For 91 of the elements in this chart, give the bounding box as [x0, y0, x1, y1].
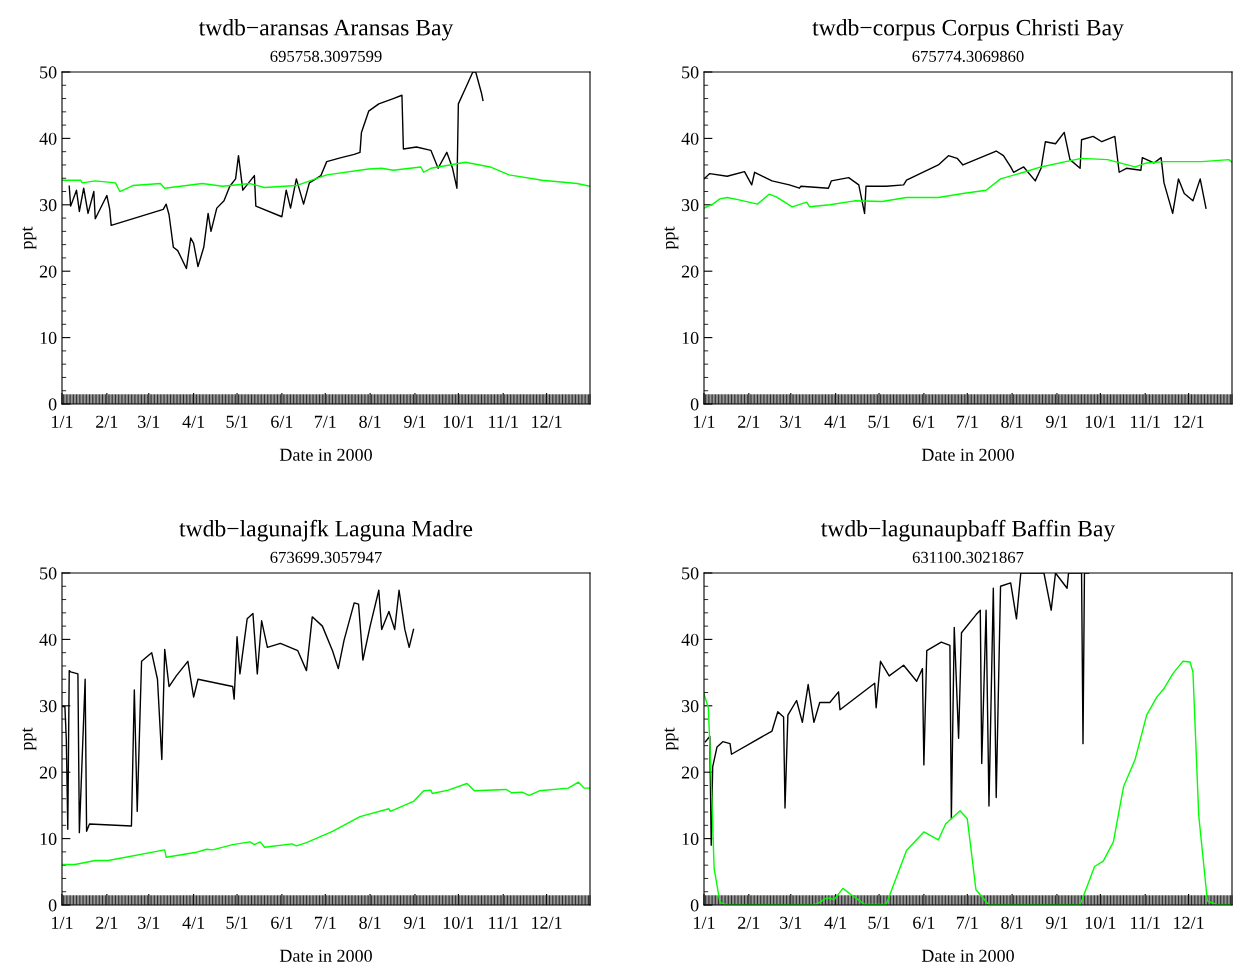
x-tick-label: 4/1 — [182, 415, 205, 428]
y-tick-label: 20 — [681, 265, 699, 278]
line-series — [62, 161, 590, 193]
y-tick-label: 50 — [40, 567, 57, 580]
x-tick-label: 10/1 — [443, 916, 474, 929]
x-tick-label: 8/1 — [1001, 916, 1023, 929]
x-tick-label: 11/1 — [489, 415, 518, 428]
x-tick-label: 11/1 — [1131, 916, 1160, 929]
y-axis-title: ppt — [664, 226, 679, 250]
y-tick-label: 20 — [39, 265, 57, 278]
x-tick-label: 7/1 — [314, 415, 336, 428]
chart-title: twdb−lagunajfk Laguna Madre — [179, 519, 473, 542]
y-tick-label: 30 — [39, 199, 57, 212]
x-tick-label: 6/1 — [271, 415, 293, 428]
x-tick-label: 3/1 — [138, 415, 160, 428]
y-tick-label: 30 — [681, 700, 699, 713]
x-tick-label: 9/1 — [1046, 916, 1068, 929]
x-axis-title: Date in 2000 — [921, 949, 1014, 962]
y-tick-label: 0 — [690, 398, 699, 411]
x-axis-title: Date in 2000 — [279, 949, 372, 962]
x-tick-label: 3/1 — [138, 916, 160, 929]
x-tick-label: 8/1 — [1001, 415, 1023, 428]
y-tick-label: 20 — [681, 766, 699, 779]
x-tick-label: 10/1 — [1085, 415, 1116, 428]
y-tick-label: 30 — [39, 700, 57, 713]
x-tick-label: 3/1 — [780, 415, 802, 428]
x-tick-label: 9/1 — [404, 916, 426, 929]
x-tick-label: 8/1 — [359, 415, 381, 428]
x-tick-label: 8/1 — [359, 916, 381, 929]
x-tick-label: 7/1 — [956, 916, 978, 929]
x-tick-label: 12/1 — [532, 916, 562, 929]
x-tick-label: 1/1 — [694, 415, 715, 428]
x-tick-label: 1/1 — [52, 415, 73, 428]
x-tick-label: 7/1 — [314, 916, 336, 929]
x-tick-label: 12/1 — [1174, 415, 1204, 428]
x-tick-label: 5/1 — [868, 916, 890, 929]
x-tick-label: 4/1 — [824, 916, 847, 929]
x-tick-label: 5/1 — [226, 415, 248, 428]
y-tick-label: 40 — [681, 633, 699, 646]
y-axis-title: ppt — [664, 727, 679, 751]
x-tick-label: 12/1 — [1174, 916, 1204, 929]
x-tick-label: 6/1 — [913, 415, 935, 428]
x-tick-label: 9/1 — [404, 415, 426, 428]
x-tick-label: 3/1 — [780, 916, 802, 929]
x-tick-label: 11/1 — [489, 916, 518, 929]
x-tick-label: 7/1 — [956, 415, 978, 428]
x-tick-label: 5/1 — [868, 415, 890, 428]
y-tick-label: 20 — [39, 766, 57, 779]
y-axis-title: ppt — [22, 727, 37, 751]
y-tick-label: 10 — [40, 832, 57, 846]
chart-title: twdb−corpus Corpus Christi Bay — [812, 18, 1124, 41]
x-tick-label: 11/1 — [1131, 415, 1160, 428]
x-axis-title: Date in 2000 — [279, 448, 372, 461]
x-tick-label: 9/1 — [1046, 415, 1068, 428]
chart-title: twdb−aransas Aransas Bay — [198, 18, 454, 41]
y-tick-label: 50 — [40, 66, 57, 79]
x-tick-label: 10/1 — [1085, 916, 1116, 929]
line-series — [704, 157, 1232, 209]
chart-subtitle: 675774.3069860 — [912, 50, 1024, 63]
x-tick-label: 10/1 — [443, 415, 474, 428]
chart-title: twdb−lagunaupbaff Baffin Bay — [821, 519, 1116, 542]
chart-subtitle: 673699.3057947 — [270, 551, 382, 564]
x-tick-label: 5/1 — [226, 916, 248, 929]
y-tick-label: 10 — [682, 331, 699, 345]
x-tick-label: 6/1 — [271, 916, 293, 929]
x-tick-label: 2/1 — [738, 916, 760, 929]
y-tick-label: 30 — [681, 199, 699, 212]
x-tick-label: 1/1 — [694, 916, 715, 929]
x-tick-label: 6/1 — [913, 916, 935, 929]
y-tick-label: 10 — [682, 832, 699, 846]
y-tick-label: 0 — [48, 398, 57, 411]
y-tick-label: 50 — [682, 66, 699, 79]
y-tick-label: 40 — [39, 633, 57, 646]
x-tick-label: 4/1 — [824, 415, 847, 428]
y-tick-label: 10 — [40, 331, 57, 345]
y-tick-label: 0 — [690, 899, 699, 912]
x-tick-label: 12/1 — [532, 415, 562, 428]
x-tick-label: 2/1 — [738, 415, 760, 428]
x-tick-label: 1/1 — [52, 916, 73, 929]
y-axis-title: ppt — [22, 226, 37, 250]
chart-subtitle: 695758.3097599 — [270, 50, 382, 63]
x-tick-label: 4/1 — [182, 916, 205, 929]
y-tick-label: 40 — [681, 132, 699, 145]
chart-subtitle: 631100.3021867 — [912, 551, 1024, 564]
x-axis-title: Date in 2000 — [921, 448, 1014, 461]
x-tick-label: 2/1 — [96, 916, 118, 929]
y-tick-label: 50 — [682, 567, 699, 580]
x-tick-label: 2/1 — [96, 415, 118, 428]
y-tick-label: 0 — [48, 899, 57, 912]
line-series — [62, 781, 590, 866]
y-tick-label: 40 — [39, 132, 57, 145]
